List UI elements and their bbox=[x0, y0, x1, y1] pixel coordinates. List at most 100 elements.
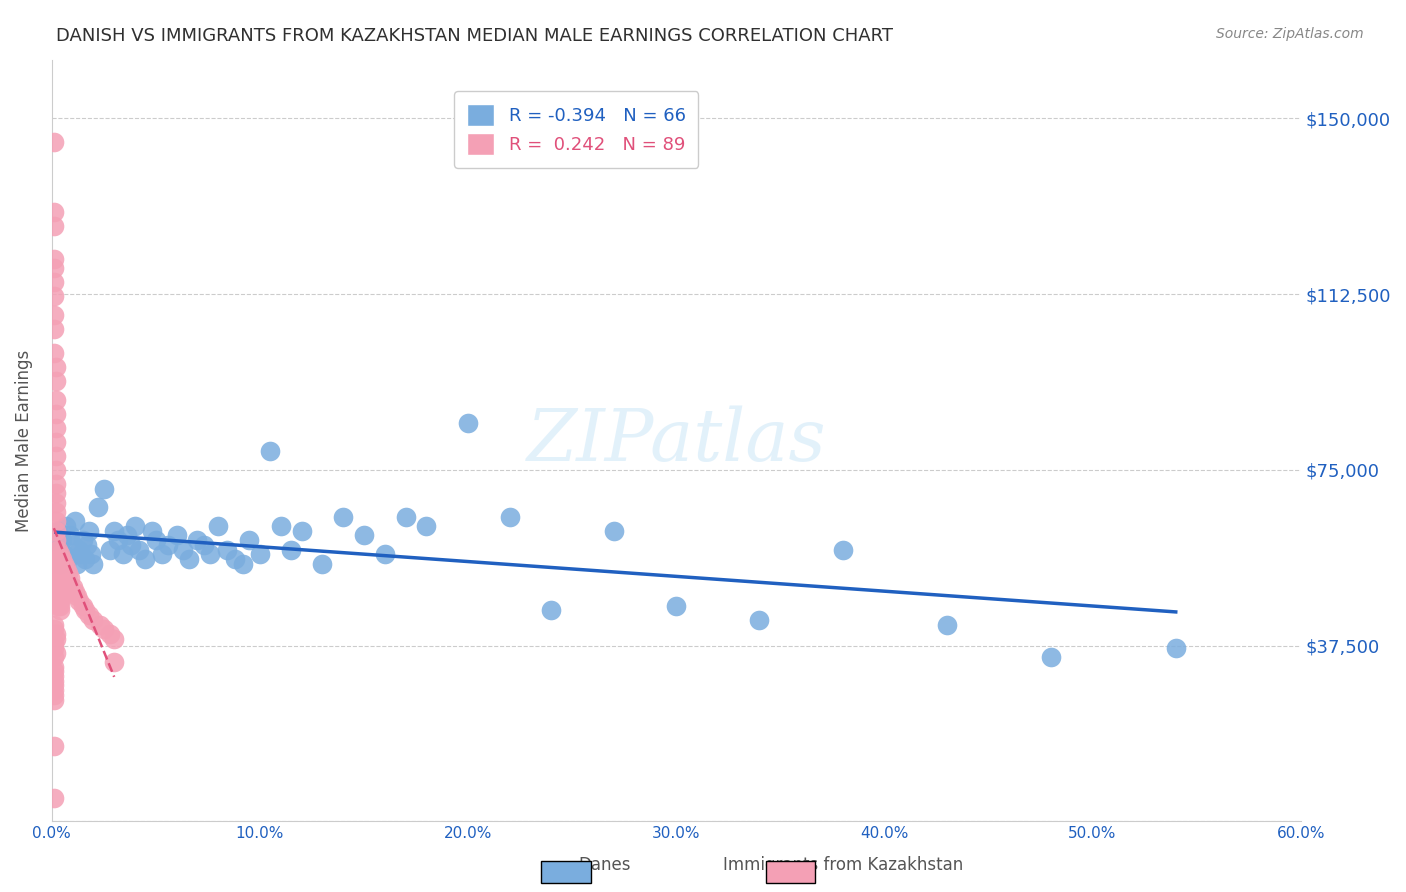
Point bbox=[145, 533, 167, 548]
Point bbox=[46, 594, 69, 608]
Point bbox=[45, 542, 67, 557]
Point bbox=[42, 688, 65, 702]
Point bbox=[270, 519, 292, 533]
Point bbox=[70, 547, 93, 561]
Point bbox=[42, 261, 65, 276]
Point bbox=[172, 542, 194, 557]
Point bbox=[46, 590, 69, 604]
Point bbox=[457, 416, 479, 430]
Point bbox=[67, 594, 90, 608]
Point bbox=[290, 524, 312, 538]
Point bbox=[603, 524, 626, 538]
Point bbox=[1039, 650, 1062, 665]
Point bbox=[67, 542, 90, 557]
Point bbox=[98, 627, 121, 641]
Point bbox=[232, 557, 254, 571]
Point bbox=[45, 392, 67, 407]
Point bbox=[45, 449, 67, 463]
Point bbox=[45, 632, 67, 646]
Point bbox=[238, 533, 260, 548]
Point bbox=[42, 650, 65, 665]
Point bbox=[45, 627, 67, 641]
Point bbox=[45, 486, 67, 500]
Point bbox=[42, 252, 65, 266]
Point bbox=[193, 538, 215, 552]
Point bbox=[49, 557, 72, 571]
Point bbox=[353, 528, 375, 542]
Point bbox=[45, 407, 67, 421]
Point bbox=[42, 308, 65, 322]
Point bbox=[77, 608, 100, 623]
Point bbox=[186, 533, 208, 548]
Point bbox=[49, 547, 72, 561]
Point bbox=[93, 482, 115, 496]
Point bbox=[1164, 640, 1187, 655]
Point bbox=[82, 557, 104, 571]
Point bbox=[42, 322, 65, 336]
Text: Immigrants from Kazakhstan: Immigrants from Kazakhstan bbox=[724, 856, 963, 874]
Point bbox=[55, 519, 77, 533]
Point bbox=[42, 739, 65, 754]
Point bbox=[45, 420, 67, 434]
Point bbox=[62, 538, 84, 552]
Text: Danes: Danes bbox=[578, 856, 631, 874]
Point bbox=[49, 603, 72, 617]
Point bbox=[51, 590, 73, 604]
Point bbox=[46, 599, 69, 613]
Point bbox=[45, 524, 67, 538]
Point bbox=[415, 519, 437, 533]
Text: DANISH VS IMMIGRANTS FROM KAZAKHSTAN MEDIAN MALE EARNINGS CORRELATION CHART: DANISH VS IMMIGRANTS FROM KAZAKHSTAN MED… bbox=[56, 27, 893, 45]
Point bbox=[49, 584, 72, 599]
Point bbox=[107, 533, 129, 548]
Point bbox=[42, 345, 65, 359]
Point bbox=[45, 505, 67, 519]
Point bbox=[42, 205, 65, 219]
Point bbox=[62, 580, 84, 594]
Point bbox=[51, 533, 73, 548]
Point bbox=[311, 557, 333, 571]
Point bbox=[59, 571, 82, 585]
Point bbox=[42, 683, 65, 698]
Point bbox=[42, 692, 65, 706]
Point bbox=[72, 599, 94, 613]
Point bbox=[45, 463, 67, 477]
Point bbox=[42, 673, 65, 688]
Point bbox=[51, 561, 73, 575]
Point bbox=[103, 655, 125, 669]
Point bbox=[45, 359, 67, 374]
Point bbox=[499, 509, 522, 524]
Point bbox=[82, 613, 104, 627]
Point bbox=[198, 547, 221, 561]
Point bbox=[45, 476, 67, 491]
Point bbox=[259, 444, 281, 458]
Point bbox=[332, 509, 354, 524]
Point bbox=[280, 542, 302, 557]
Point bbox=[45, 515, 67, 529]
Point bbox=[42, 669, 65, 683]
Point bbox=[42, 636, 65, 650]
Point bbox=[46, 584, 69, 599]
Point bbox=[63, 584, 86, 599]
Point bbox=[128, 542, 150, 557]
Point bbox=[58, 552, 80, 566]
Point bbox=[42, 640, 65, 655]
Point bbox=[179, 552, 201, 566]
Point bbox=[89, 617, 111, 632]
Point bbox=[46, 580, 69, 594]
Point bbox=[53, 547, 76, 561]
Point bbox=[42, 275, 65, 289]
Point bbox=[374, 547, 396, 561]
Point bbox=[45, 434, 67, 449]
Point bbox=[157, 538, 180, 552]
Point bbox=[42, 617, 65, 632]
Point bbox=[540, 603, 562, 617]
Point bbox=[46, 542, 69, 557]
Point bbox=[665, 599, 688, 613]
Point bbox=[49, 590, 72, 604]
Point bbox=[42, 622, 65, 636]
Point bbox=[141, 524, 163, 538]
Legend: R = -0.394   N = 66, R =  0.242   N = 89: R = -0.394 N = 66, R = 0.242 N = 89 bbox=[454, 92, 699, 168]
Point bbox=[46, 566, 69, 580]
Point bbox=[66, 590, 89, 604]
Point bbox=[120, 538, 142, 552]
